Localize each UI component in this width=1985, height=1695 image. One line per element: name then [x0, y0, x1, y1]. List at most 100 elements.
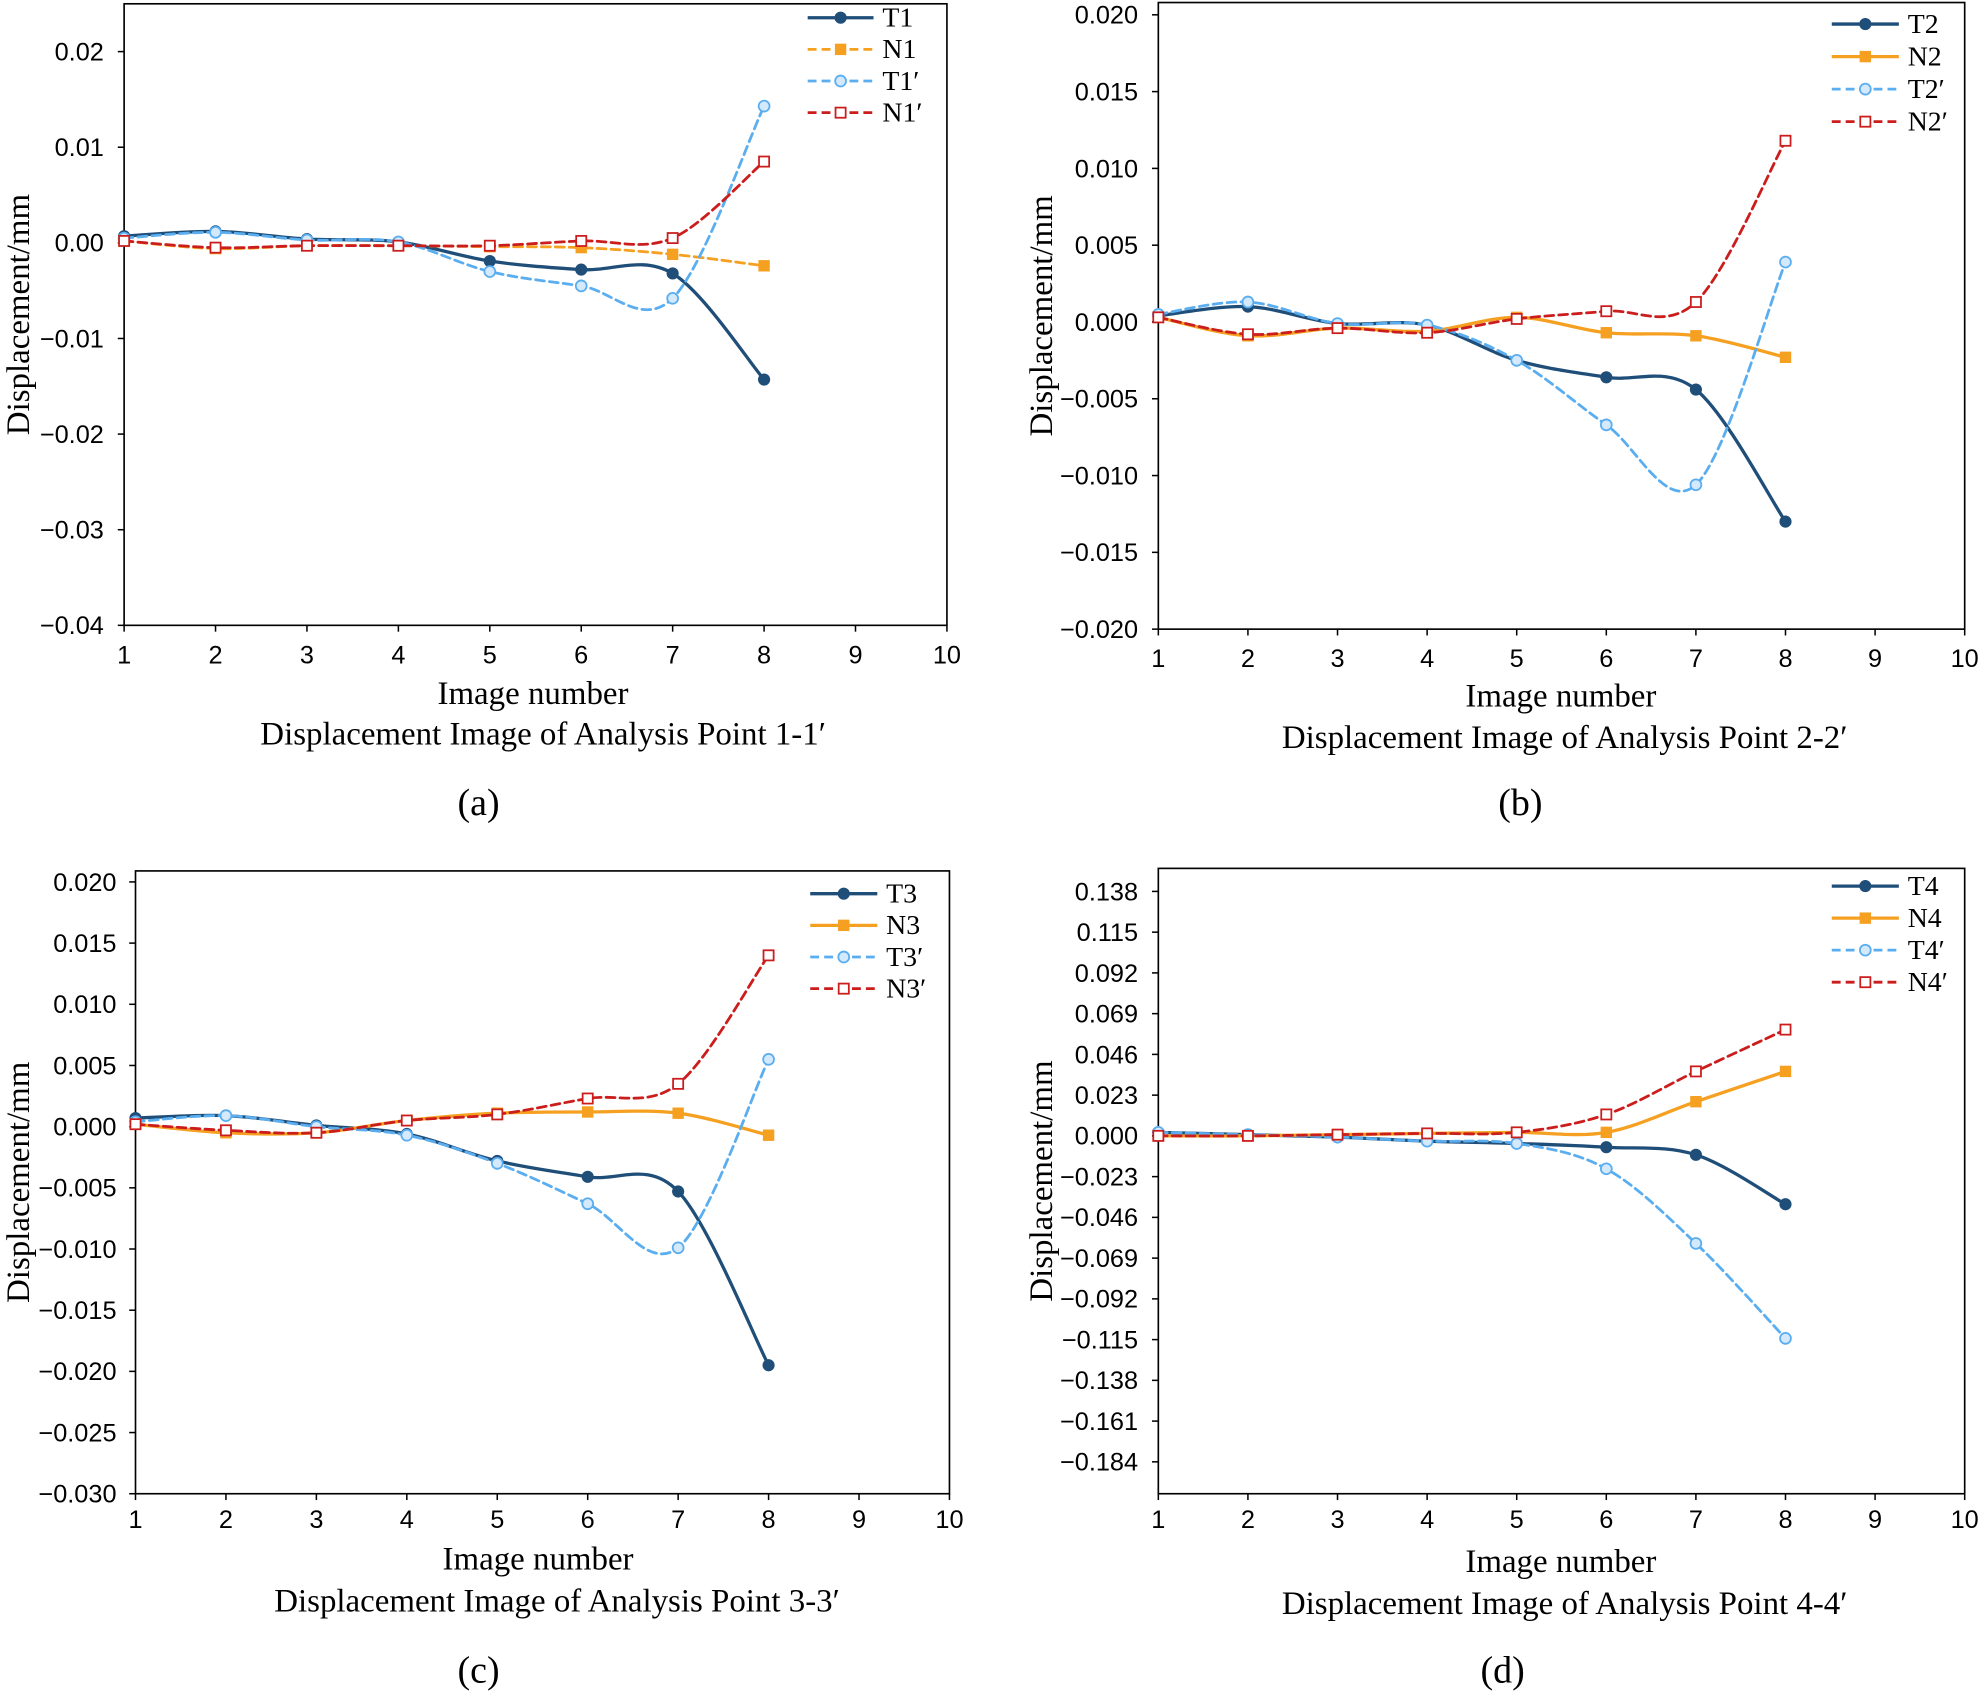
x-tick-label: 9	[1868, 645, 1882, 673]
data-point-n2-prime-6	[1600, 305, 1613, 318]
x-tick-label: 2	[219, 1506, 233, 1534]
series-n1-prime	[118, 155, 771, 254]
y-tick-label: 0.000	[53, 1114, 116, 1142]
data-point-n2-prime-7	[1689, 296, 1702, 308]
data-point-t1-prime-8	[757, 99, 771, 113]
legend-label: N2′	[1908, 107, 1948, 138]
data-point-t4-7	[1689, 1148, 1702, 1161]
x-tick-label: 7	[671, 1506, 685, 1534]
data-point-n2-prime-8	[1779, 134, 1792, 147]
x-tick-label: 7	[1689, 1506, 1703, 1534]
legend-entry-t1: T1	[807, 3, 913, 34]
data-point-n3-prime-8	[762, 949, 775, 962]
y-axis-label: Displacement/mm	[1, 194, 37, 436]
y-tick-label: 0.000	[1075, 1123, 1138, 1151]
x-tick-label: 1	[117, 641, 131, 669]
y-tick-label: 0.046	[1075, 1041, 1138, 1069]
x-tick-label: 6	[581, 1506, 595, 1534]
legend-label: T3′	[886, 942, 923, 973]
data-point-t3-6	[581, 1170, 594, 1183]
y-axis-label: Displacement/mm	[1024, 195, 1060, 437]
data-point-t1-5	[483, 254, 496, 268]
data-point-n2-7	[1690, 330, 1702, 342]
x-tick-label: 3	[1330, 1506, 1344, 1534]
x-tick-label: 1	[1151, 1506, 1165, 1534]
data-point-t3-7	[672, 1185, 685, 1198]
y-tick-label: 0.015	[1075, 78, 1138, 106]
data-point-n2-prime-2	[1241, 328, 1254, 341]
data-point-n4-prime-7	[1689, 1065, 1702, 1078]
data-point-n2-prime-5	[1510, 312, 1523, 325]
panel-label: (a)	[457, 782, 499, 824]
data-point-n3-prime-1	[129, 1118, 142, 1131]
legend-entry-t1-prime: T1′	[807, 66, 919, 97]
data-point-t1-prime-7	[666, 291, 679, 305]
series-line-t1-prime	[122, 104, 766, 312]
data-point-t4-prime-7	[1689, 1237, 1703, 1250]
y-tick-label: −0.01	[40, 325, 104, 353]
chart-caption: Displacement Image of Analysis Point 4-4…	[1282, 1586, 1848, 1622]
x-tick-label: 8	[1778, 645, 1792, 673]
data-point-n3-prime-6	[581, 1092, 594, 1105]
data-point-n2-prime-4	[1421, 326, 1434, 339]
x-tick-label: 8	[762, 1506, 776, 1534]
panel-label: (b)	[1498, 782, 1542, 824]
legend-label: N1′	[882, 98, 922, 129]
y-tick-label: −0.030	[38, 1481, 116, 1509]
data-point-t2-7	[1689, 383, 1702, 396]
data-point-t4-8	[1779, 1198, 1792, 1211]
data-point-n1-prime-1	[118, 234, 131, 247]
legend-label: T1	[882, 3, 913, 34]
data-point-n4-prime-2	[1241, 1129, 1254, 1142]
legend-entry-n2-prime: N2′	[1831, 107, 1948, 138]
legend-entry-n3: N3	[810, 910, 920, 941]
y-tick-label: 0.015	[53, 930, 116, 958]
x-tick-label: 2	[208, 641, 222, 669]
x-tick-label: 4	[391, 641, 405, 669]
series-line-n2	[1156, 315, 1788, 359]
panel-label: (c)	[457, 1649, 499, 1691]
data-point-n3-prime-3	[310, 1126, 323, 1139]
data-point-n4-8	[1779, 1065, 1792, 1078]
data-point-t4-prime-5	[1510, 1137, 1524, 1150]
data-point-t3-prime-5	[490, 1157, 504, 1170]
data-point-t1-8	[758, 373, 771, 386]
legend-marker	[834, 11, 847, 24]
data-point-t2-prime-6	[1599, 418, 1613, 432]
data-point-t3-prime-6	[581, 1197, 595, 1211]
x-tick-label: 9	[852, 1506, 866, 1534]
data-point-t4-prime-8	[1779, 1332, 1792, 1345]
x-tick-label: 4	[400, 1506, 414, 1534]
data-point-n1-prime-5	[483, 239, 496, 252]
legend-entry-n3-prime: N3′	[810, 974, 926, 1005]
legend-marker	[1859, 17, 1872, 31]
y-tick-label: −0.046	[1060, 1204, 1138, 1232]
y-tick-label: −0.005	[38, 1175, 116, 1203]
y-tick-label: 0.115	[1077, 919, 1138, 947]
x-tick-label: 6	[574, 641, 588, 669]
x-tick-label: 6	[1599, 1506, 1613, 1534]
legend-marker	[1859, 880, 1872, 893]
x-tick-label: 8	[1778, 1506, 1792, 1534]
x-tick-label: 2	[1241, 645, 1255, 673]
data-point-n1-prime-7	[666, 232, 679, 245]
data-point-n1-8	[758, 260, 770, 272]
y-tick-label: 0.010	[53, 991, 116, 1019]
y-tick-label: −0.015	[38, 1297, 116, 1325]
legend-marker	[1858, 943, 1872, 957]
x-tick-label: 1	[1151, 645, 1165, 673]
y-tick-label: −0.025	[38, 1419, 116, 1447]
x-tick-label: 4	[1420, 645, 1434, 673]
x-tick-label: 1	[128, 1506, 142, 1534]
data-point-n3-7	[672, 1107, 684, 1119]
chart-caption: Displacement Image of Analysis Point 1-1…	[260, 716, 826, 752]
data-point-n4-prime-5	[1510, 1126, 1523, 1139]
y-tick-label: 0.005	[1075, 232, 1138, 260]
legend-label: N2	[1908, 41, 1942, 72]
chart-panel-b: 1 2 3 4 5 6 7 8 9 10 0.020 0.015 0.010 0.005 0.000 −0.0…	[1024, 2, 1979, 825]
y-tick-label: 0.01	[55, 134, 104, 162]
x-axis-label: Image number	[438, 676, 629, 712]
